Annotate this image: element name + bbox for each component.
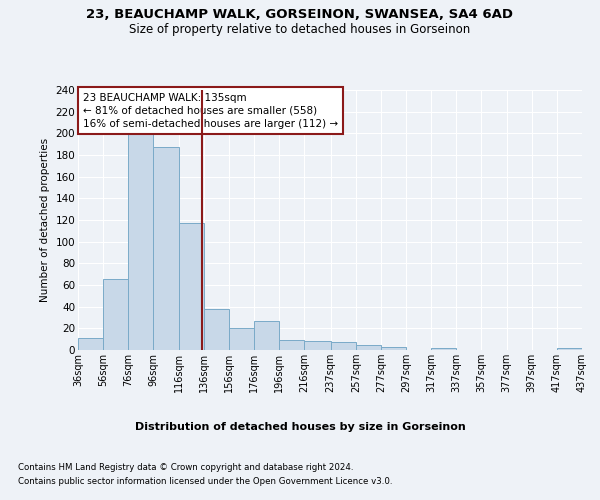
Bar [128,134,154,350]
Bar [331,342,356,350]
Bar [356,344,381,350]
Text: 23, BEAUCHAMP WALK, GORSEINON, SWANSEA, SA4 6AD: 23, BEAUCHAMP WALK, GORSEINON, SWANSEA, … [86,8,514,20]
Bar [203,309,229,350]
Text: 23 BEAUCHAMP WALK: 135sqm
← 81% of detached houses are smaller (558)
16% of semi: 23 BEAUCHAMP WALK: 135sqm ← 81% of detac… [83,92,338,129]
Bar [103,278,128,350]
Bar [557,348,582,350]
Bar [229,328,254,350]
Text: Size of property relative to detached houses in Gorseinon: Size of property relative to detached ho… [130,22,470,36]
Text: Contains HM Land Registry data © Crown copyright and database right 2024.: Contains HM Land Registry data © Crown c… [18,462,353,471]
Bar [78,338,103,350]
Bar [254,321,279,350]
Y-axis label: Number of detached properties: Number of detached properties [40,138,50,302]
Bar [431,348,457,350]
Bar [179,223,203,350]
Text: Distribution of detached houses by size in Gorseinon: Distribution of detached houses by size … [134,422,466,432]
Bar [279,340,304,350]
Bar [304,342,331,350]
Bar [154,148,179,350]
Bar [381,347,406,350]
Text: Contains public sector information licensed under the Open Government Licence v3: Contains public sector information licen… [18,478,392,486]
